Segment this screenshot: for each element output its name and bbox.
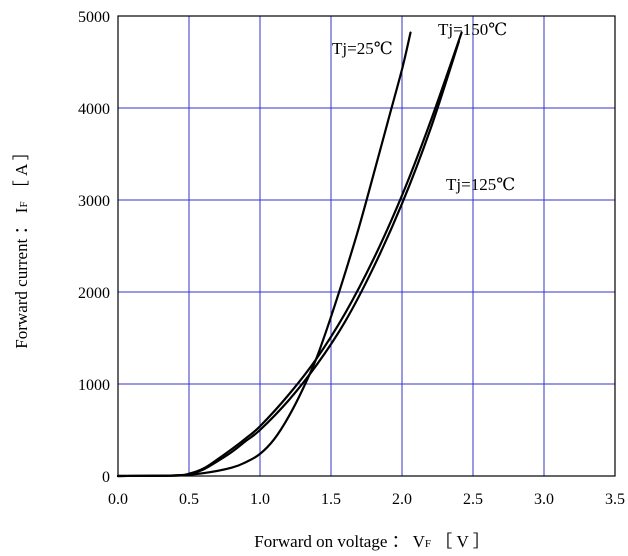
y-tick-labels: 0 1000 2000 3000 4000 5000 — [78, 9, 110, 486]
series-label-tj150: Tj=150℃ — [438, 20, 507, 39]
grid-lines — [118, 16, 615, 476]
series-label-tj125: Tj=125℃ — [446, 175, 515, 194]
x-tick-labels: 0.0 0.5 1.0 1.5 2.0 2.5 3.0 3.5 — [108, 491, 625, 508]
y-axis-title: Forward current ： IF ［ A ］ — [12, 143, 31, 348]
series-line-tj25 — [116, 31, 412, 478]
series-line-tj150 — [116, 31, 463, 478]
x-tick-label: 2.5 — [463, 491, 483, 508]
x-tick-label: 2.0 — [392, 491, 412, 508]
x-tick-label: 3.5 — [605, 491, 625, 508]
y-tick-label: 4000 — [78, 101, 110, 118]
x-tick-label: 0.0 — [108, 491, 128, 508]
plot-frame — [117, 15, 616, 477]
y-tick-label: 0 — [102, 469, 110, 486]
x-axis-title: Forward on voltage ： VF ［ V ］ — [254, 532, 489, 551]
series-line-tj125 — [116, 40, 460, 478]
y-tick-label: 5000 — [78, 9, 110, 26]
x-tick-label: 1.5 — [321, 491, 341, 508]
x-tick-label: 0.5 — [179, 491, 199, 508]
y-tick-label: 2000 — [78, 285, 110, 302]
x-tick-label: 1.0 — [250, 491, 270, 508]
y-tick-label: 3000 — [78, 193, 110, 210]
series-label-tj25: Tj=25℃ — [332, 39, 393, 58]
series-curves — [116, 31, 463, 478]
x-tick-label: 3.0 — [534, 491, 554, 508]
y-tick-label: 1000 — [78, 377, 110, 394]
